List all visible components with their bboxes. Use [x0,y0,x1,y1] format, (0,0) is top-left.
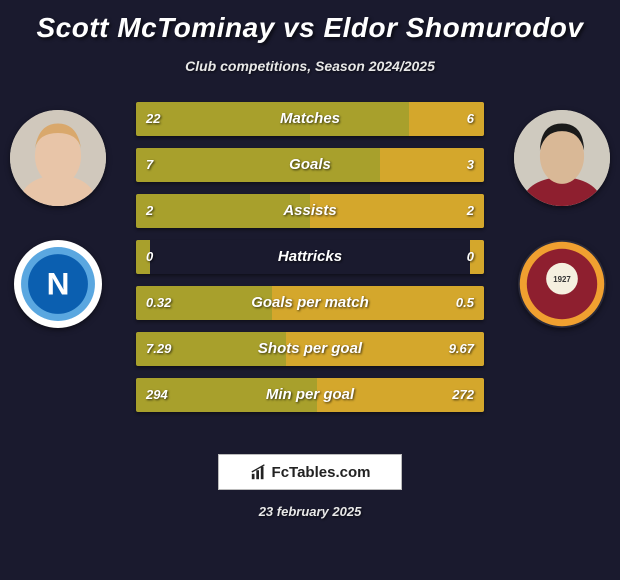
stat-value-right: 9.67 [439,332,484,366]
svg-text:N: N [47,266,70,302]
stat-row: 294272Min per goal [136,378,484,412]
stat-row: 22Assists [136,194,484,228]
stat-value-left: 22 [136,102,170,136]
stat-value-right: 0 [457,240,484,274]
chart-icon [250,463,268,481]
stat-bar-left [136,148,380,182]
stat-row: 226Matches [136,102,484,136]
club-left-badge: N [14,240,102,328]
stat-value-left: 7.29 [136,332,181,366]
stat-value-right: 6 [457,102,484,136]
stat-value-left: 2 [136,194,163,228]
stat-row: 73Goals [136,148,484,182]
comparison-content: N 1927 226Matches73Goals22Assists00Hattr… [0,102,620,442]
stat-bar-left [136,102,409,136]
logo-text: FcTables.com [272,464,371,481]
stat-value-left: 294 [136,378,178,412]
comparison-title: Scott McTominay vs Eldor Shomurodov [0,0,620,44]
stat-value-left: 7 [136,148,163,182]
stat-row: 0.320.5Goals per match [136,286,484,320]
stat-value-left: 0 [136,240,163,274]
comparison-subtitle: Club competitions, Season 2024/2025 [0,58,620,74]
stat-row: 7.299.67Shots per goal [136,332,484,366]
stat-value-right: 2 [457,194,484,228]
club-right-badge: 1927 [518,240,606,328]
comparison-date: 23 february 2025 [0,504,620,519]
svg-text:1927: 1927 [553,275,571,284]
stat-value-right: 3 [457,148,484,182]
stat-value-left: 0.32 [136,286,181,320]
stat-value-right: 0.5 [446,286,484,320]
player-left-avatar [10,110,106,206]
stat-row: 0 0Hattricks [136,240,484,274]
stat-value-right: 272 [442,378,484,412]
stat-bars-container: 226Matches73Goals22Assists00Hattricks0.3… [136,102,484,424]
fctables-logo[interactable]: FcTables.com [218,454,402,490]
stat-label: Hattricks [136,240,484,274]
player-right-avatar [514,110,610,206]
